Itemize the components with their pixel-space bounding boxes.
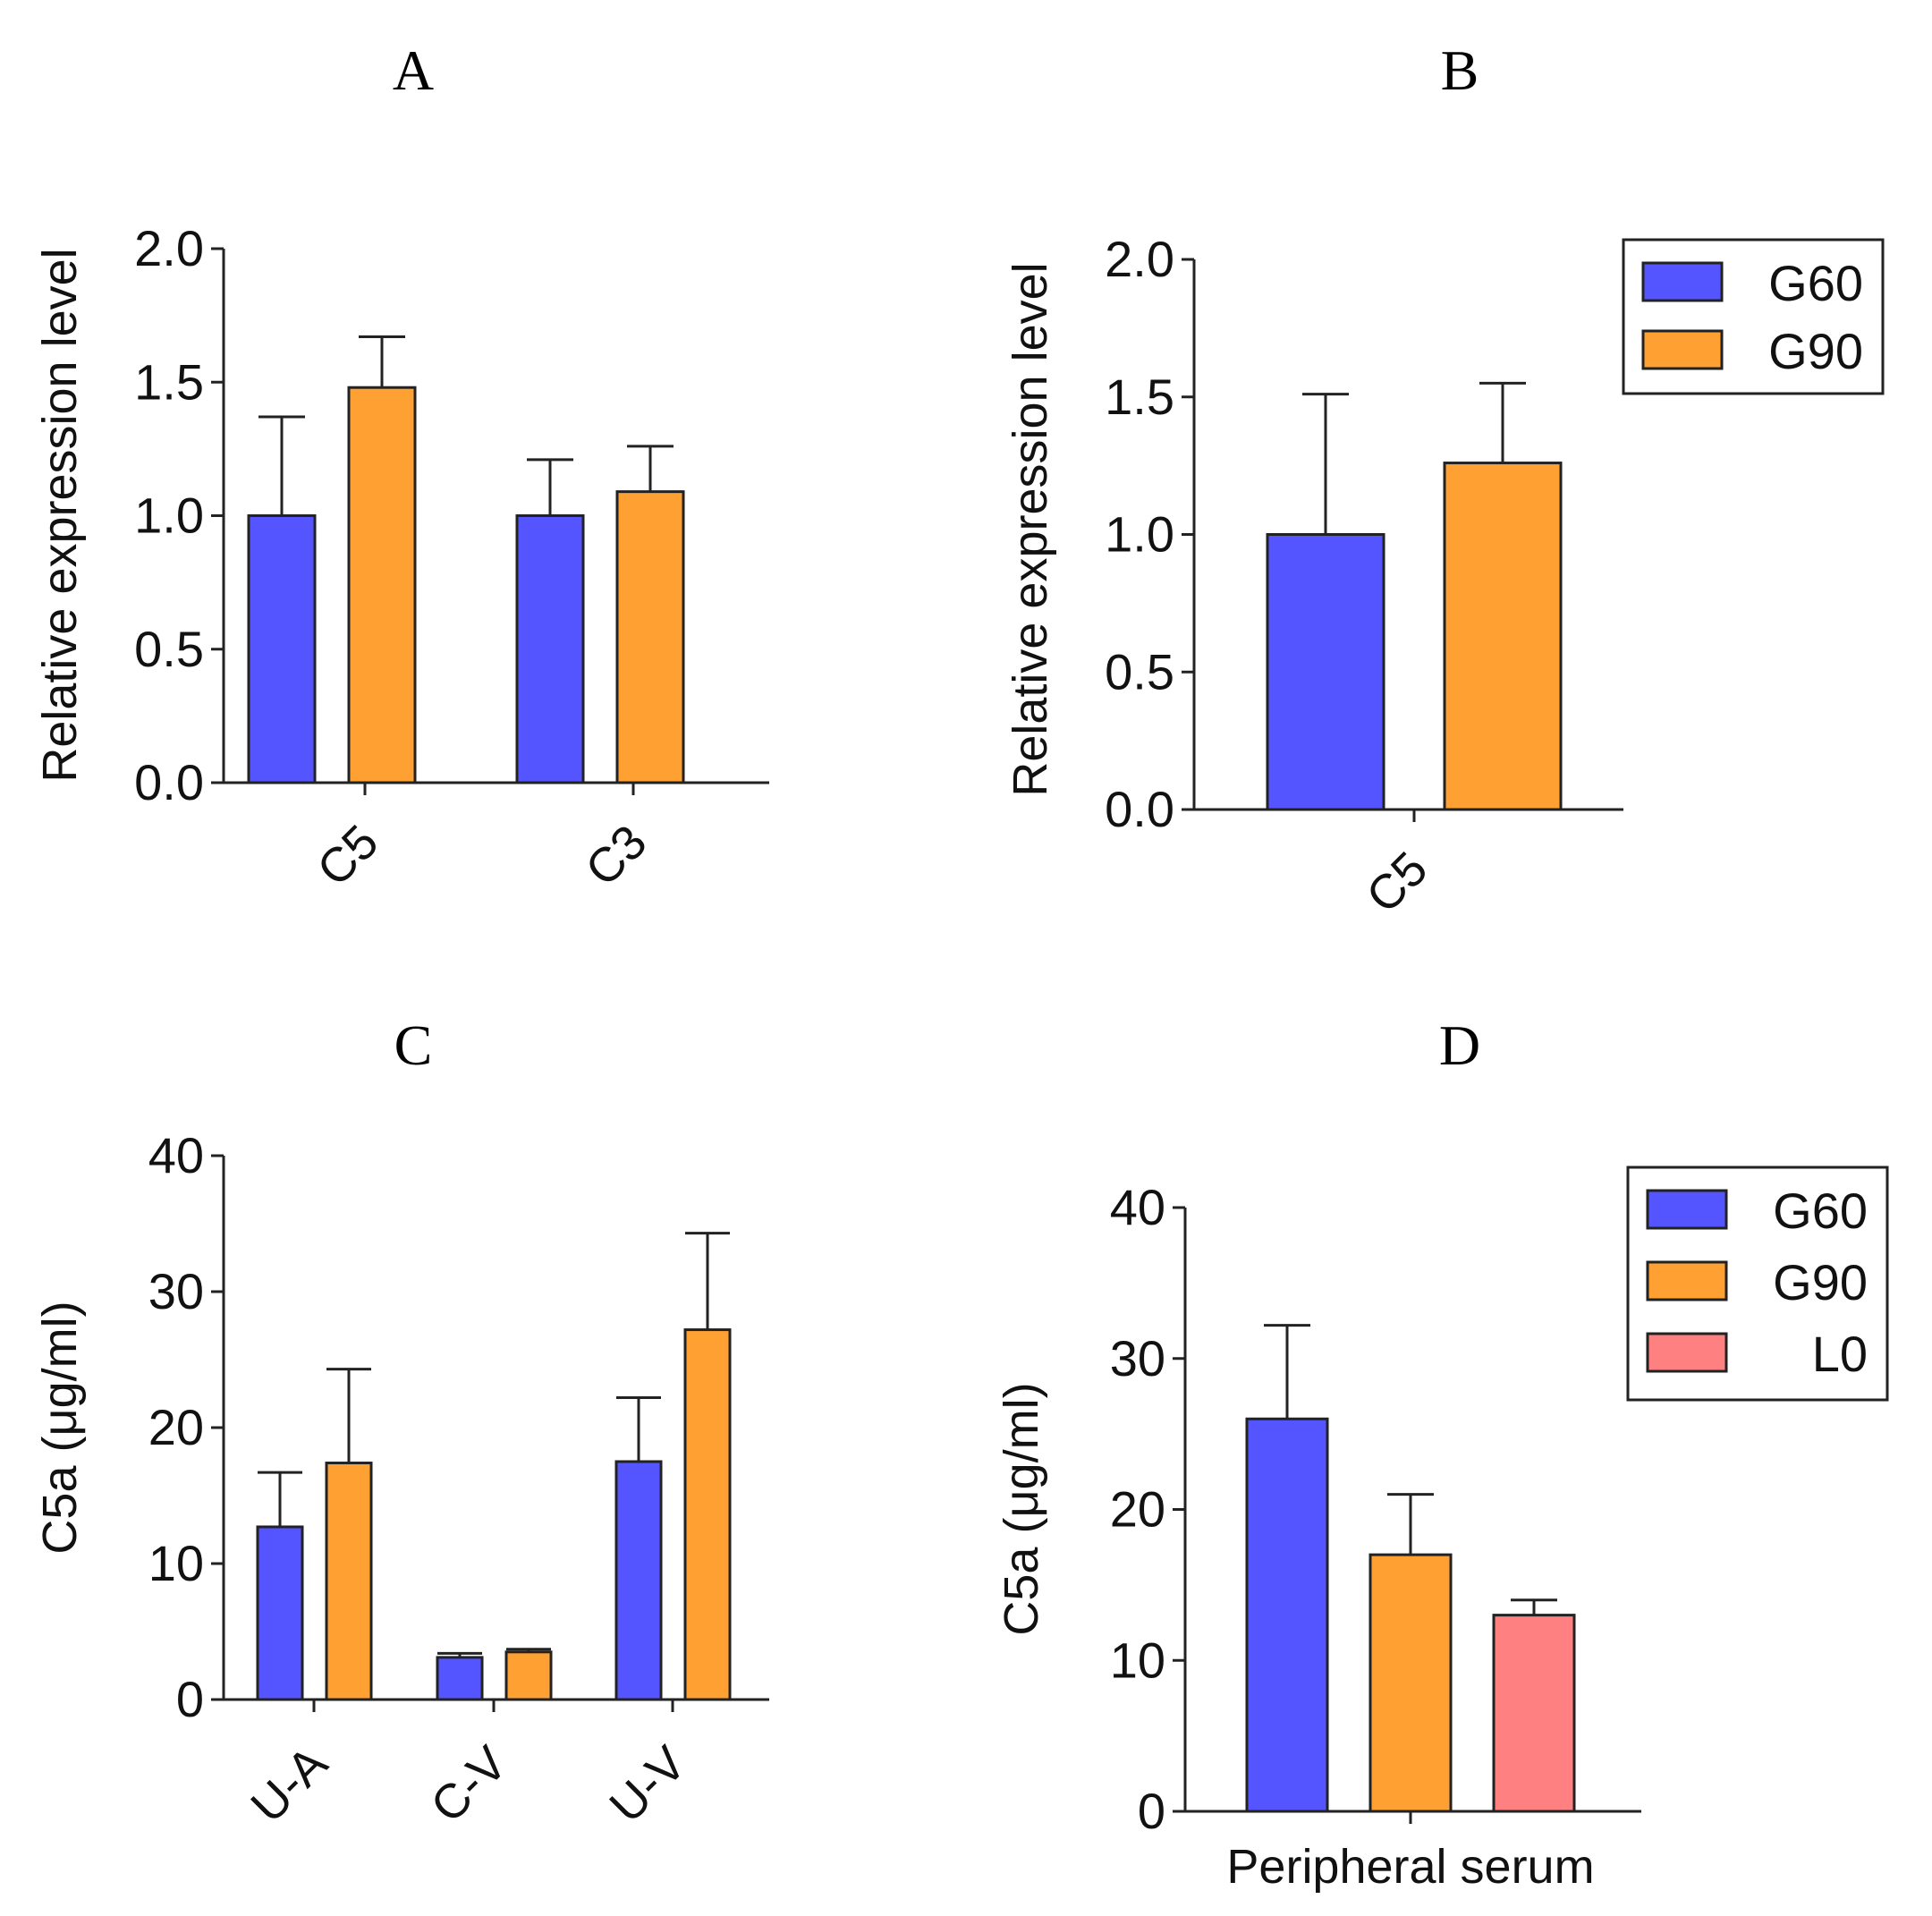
bar-g60 (515, 514, 585, 784)
bar-g90 (1368, 1553, 1453, 1813)
y-axis-title: Relative expression level (33, 248, 87, 782)
y-tick-label: 1.5 (1105, 369, 1174, 425)
x-category-label: C5 (307, 815, 388, 896)
y-tick-label: 1.0 (134, 487, 204, 544)
y-tick-label: 0.5 (134, 621, 204, 677)
legend-swatch-l0 (1646, 1332, 1728, 1373)
bar-g90 (615, 490, 685, 784)
panel-letter-c: C (394, 1013, 433, 1077)
bar-g60 (436, 1656, 484, 1701)
y-tick-label: 40 (148, 1127, 204, 1183)
bar-g60 (256, 1525, 304, 1701)
y-tick-label: 2.0 (1105, 231, 1174, 287)
panel-letter-a: A (393, 38, 434, 102)
x-category-label: U-V (599, 1736, 696, 1833)
chart-a: 0.0 0.5 1.0 1.5 2.0 Relative expression level… (33, 220, 769, 896)
bar-g60 (1245, 1417, 1329, 1813)
bar-g90 (1443, 462, 1563, 811)
panel-letter-b: B (1441, 38, 1479, 102)
y-tick-label: 10 (1110, 1632, 1165, 1688)
bar-g90 (504, 1650, 553, 1701)
y-tick-label: 0.0 (1105, 781, 1174, 837)
y-tick-label: 2.0 (134, 220, 204, 276)
y-axis-title: C5a (μg/ml) (33, 1301, 87, 1554)
panel-letter-d: D (1439, 1013, 1480, 1077)
bar-g90 (347, 386, 417, 784)
x-category-label: U-A (241, 1736, 337, 1833)
y-tick-label: 20 (148, 1399, 204, 1455)
legend-swatch-g60 (1641, 261, 1724, 302)
x-category-label: C5 (1356, 842, 1437, 923)
x-category-label: C3 (575, 815, 657, 896)
y-tick-label: 0 (1138, 1783, 1165, 1839)
chart-b: 0.0 0.5 1.0 1.5 2.0 Relative expression level… (1004, 231, 1885, 923)
legend-swatch-g90 (1641, 329, 1724, 370)
x-category-label: C-V (420, 1736, 517, 1833)
bar-l0 (1492, 1614, 1576, 1813)
chart-c: 0 10 20 30 40 C5a (μg/ml) U-A C-V U-V (33, 1127, 769, 1833)
y-tick-label: 0.5 (1105, 643, 1174, 699)
y-tick-label: 0.0 (134, 754, 204, 810)
legend-label-l0: L0 (1812, 1326, 1868, 1382)
legend-label-g60: G60 (1768, 255, 1863, 311)
y-tick-label: 30 (148, 1263, 204, 1319)
chart-d: 0 10 20 30 40 C5a (μg/ml) Peripheral serum G60 G… (995, 1166, 1889, 1894)
x-category-label: Peripheral serum (1226, 1840, 1594, 1894)
legend-label-g60: G60 (1773, 1183, 1868, 1239)
legend-label-g90: G90 (1773, 1254, 1868, 1310)
y-tick-label: 0 (176, 1671, 204, 1727)
legend-swatch-g60 (1646, 1189, 1728, 1230)
bar-g60 (247, 514, 317, 784)
bar-g90 (683, 1328, 732, 1701)
legend-swatch-g90 (1646, 1260, 1728, 1301)
legend-label-g90: G90 (1768, 323, 1863, 379)
y-tick-label: 20 (1110, 1481, 1165, 1538)
y-tick-label: 40 (1110, 1179, 1165, 1235)
y-tick-label: 1.0 (1105, 506, 1174, 563)
bar-g60 (1266, 533, 1385, 811)
bar-g60 (614, 1460, 663, 1701)
bar-g90 (325, 1462, 373, 1701)
y-axis-title: Relative expression level (1004, 262, 1057, 796)
y-tick-label: 30 (1110, 1330, 1165, 1386)
y-axis-title: C5a (μg/ml) (995, 1382, 1048, 1635)
y-tick-label: 10 (148, 1535, 204, 1591)
y-tick-label: 1.5 (134, 353, 204, 410)
